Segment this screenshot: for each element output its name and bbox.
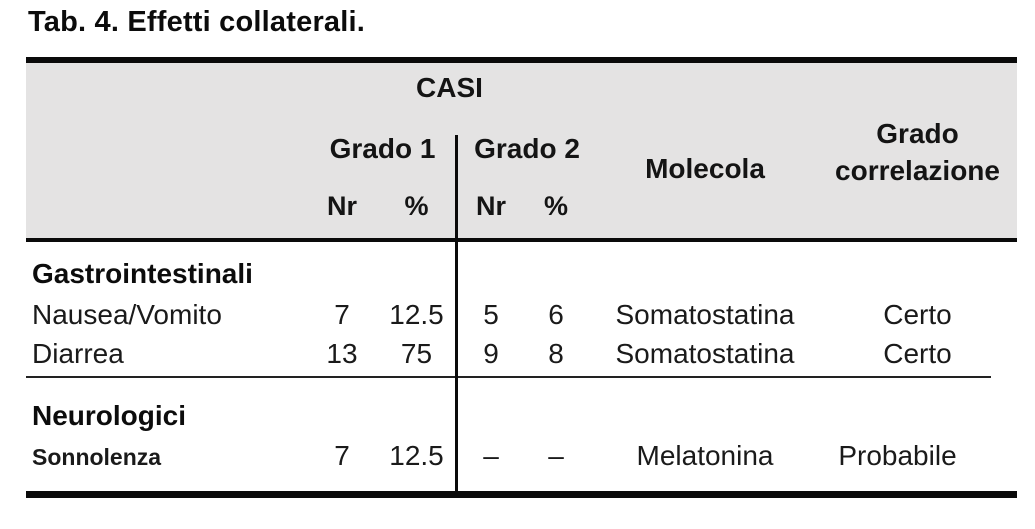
cell-grado2-pct: – xyxy=(548,440,564,471)
group-heading-neurologici: Neurologici xyxy=(32,400,187,431)
header-molecola: Molecola xyxy=(645,153,765,184)
cell-grado1-nr: 13 xyxy=(326,338,358,369)
table-body: Gastrointestinali Nausea/Vomito 7 12.5 5… xyxy=(26,242,1017,491)
header-grado-1: Grado 1 xyxy=(329,133,436,164)
row-label: Nausea/Vomito xyxy=(32,299,222,330)
table-row: Diarrea 13 75 9 8 Somatostatina Certo xyxy=(26,338,1017,372)
header-grado-correlazione: Grado correlazione xyxy=(818,115,1017,189)
cell-grado1-pct: 12.5 xyxy=(389,440,444,471)
group-heading-gastrointestinali: Gastrointestinali xyxy=(32,258,253,289)
cell-grado2-nr: – xyxy=(483,440,499,471)
cell-molecola: Melatonina xyxy=(636,440,774,471)
grado-column-divider xyxy=(455,135,458,491)
cell-grado1-nr: 7 xyxy=(334,299,350,330)
cell-correlazione: Certo xyxy=(883,299,952,330)
cell-grado1-pct: 12.5 xyxy=(389,299,444,330)
header-grado2-pct: % xyxy=(543,191,568,221)
side-effects-table: CASI Grado 1 Grado 2 Nr % Nr % Molecola … xyxy=(26,57,1017,498)
cell-correlazione: Certo xyxy=(883,338,952,369)
cell-correlazione: Probabile xyxy=(838,440,957,471)
group-divider-rule xyxy=(26,376,991,378)
cell-molecola: Somatostatina xyxy=(615,299,795,330)
header-grado-2: Grado 2 xyxy=(474,133,580,164)
header-grado-correlazione-line2: correlazione xyxy=(835,155,1000,186)
table-top-border xyxy=(26,57,1017,63)
cell-grado2-nr: 5 xyxy=(483,299,499,330)
header-grado1-nr: Nr xyxy=(326,191,357,221)
table-bottom-border xyxy=(26,491,1017,498)
header-casi: CASI xyxy=(416,72,483,103)
header-bottom-rule xyxy=(26,238,1017,242)
header-grado2-nr: Nr xyxy=(475,191,506,221)
header-grado1-pct: % xyxy=(404,191,429,221)
table-row: Sonnolenza 7 12.5 – – Melatonina Probabi… xyxy=(26,440,1017,474)
cell-grado2-nr: 9 xyxy=(483,338,499,369)
row-label: Sonnolenza xyxy=(32,444,162,470)
table-title: Tab. 4. Effetti collaterali. xyxy=(28,6,366,38)
cell-grado2-pct: 6 xyxy=(548,299,564,330)
cell-grado1-nr: 7 xyxy=(334,440,350,471)
table-row: Nausea/Vomito 7 12.5 5 6 Somatostatina C… xyxy=(26,299,1017,333)
table-header: CASI Grado 1 Grado 2 Nr % Nr % Molecola … xyxy=(26,63,1017,238)
header-grado-correlazione-line1: Grado xyxy=(876,118,959,149)
row-label: Diarrea xyxy=(32,338,124,369)
cell-grado2-pct: 8 xyxy=(548,338,564,369)
cell-grado1-pct: 75 xyxy=(400,338,433,369)
cell-molecola: Somatostatina xyxy=(615,338,795,369)
